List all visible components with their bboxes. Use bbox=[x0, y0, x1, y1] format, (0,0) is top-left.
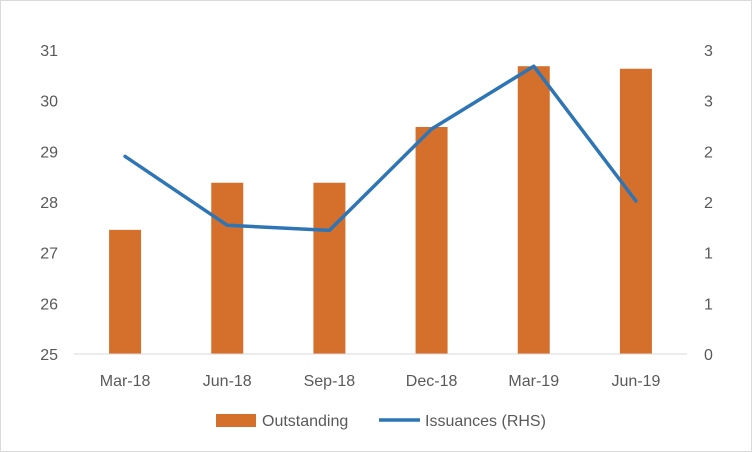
legend-label-issuances: Issuances (RHS) bbox=[425, 413, 546, 430]
legend-swatch-outstanding bbox=[216, 414, 256, 427]
line-series-issuances bbox=[123, 64, 638, 233]
left-tick-label: 30 bbox=[40, 94, 58, 111]
legend: Outstanding Issuances (RHS) bbox=[216, 413, 546, 430]
bar-dec-18 bbox=[415, 127, 448, 354]
x-tick-label: Dec-18 bbox=[406, 373, 458, 390]
bar-jun-18 bbox=[211, 182, 244, 354]
left-tick-label: 26 bbox=[40, 296, 58, 313]
right-tick-label: 2 bbox=[704, 144, 713, 161]
x-tick-label: Mar-18 bbox=[100, 373, 151, 390]
x-tick-label: Mar-19 bbox=[508, 373, 559, 390]
right-tick-label: 3 bbox=[704, 94, 713, 111]
left-tick-label: 27 bbox=[40, 246, 58, 263]
bar-mar-19 bbox=[517, 66, 550, 355]
right-tick-label: 1 bbox=[704, 296, 713, 313]
issuances-line bbox=[123, 64, 638, 233]
right-tick-label: 0 bbox=[704, 347, 713, 364]
x-tick-label: Sep-18 bbox=[304, 373, 356, 390]
left-tick-label: 25 bbox=[40, 347, 58, 364]
bar-mar-18 bbox=[109, 229, 142, 354]
right-tick-label: 1 bbox=[704, 246, 713, 263]
left-tick-label: 28 bbox=[40, 195, 58, 212]
right-tick-label: 3 bbox=[704, 43, 713, 60]
bar-series-outstanding bbox=[109, 66, 652, 355]
axes: 25 26 27 28 29 30 31 0 1 1 2 2 3 3 Mar-18 Jun-18 Sep-18 D… bbox=[40, 43, 713, 390]
right-tick-label: 2 bbox=[704, 195, 713, 212]
bar-sep-18 bbox=[313, 182, 346, 354]
x-tick-label: Jun-18 bbox=[203, 373, 252, 390]
left-tick-label: 31 bbox=[40, 43, 58, 60]
x-tick-label: Jun-19 bbox=[611, 373, 660, 390]
legend-label-outstanding: Outstanding bbox=[262, 413, 348, 430]
left-tick-label: 29 bbox=[40, 144, 58, 161]
bar-jun-19 bbox=[619, 68, 652, 354]
